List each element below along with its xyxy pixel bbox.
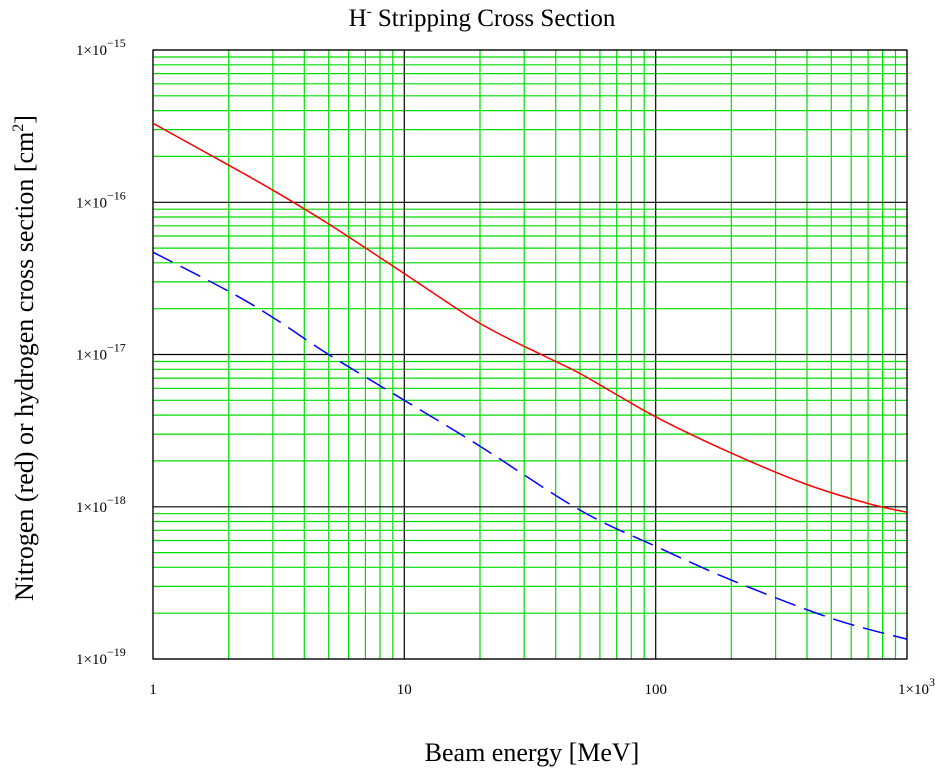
series-line-hydrogen	[152, 251, 908, 640]
y-axis-label: Nitrogen (red) or hydrogen cross section…	[10, 115, 39, 601]
y-tick-label: 1×10−16	[76, 188, 126, 211]
y-tick-label: 1×10−17	[76, 341, 126, 364]
plot-area: 1 10 100 1×103 1×10−19 1×10−18 1×10−17 1×10−16 1…	[76, 36, 935, 698]
x-tick-label: 10	[397, 682, 412, 698]
chart-title: H- Stripping Cross Section	[349, 4, 616, 32]
x-tick-label: 1×103	[898, 675, 935, 698]
y-tick-label: 1×10−15	[76, 36, 126, 59]
x-tick-label: 1	[149, 682, 157, 698]
y-tick-label: 1×10−19	[76, 645, 126, 668]
y-tick-label: 1×10−18	[76, 493, 126, 516]
plot-frame	[152, 49, 908, 660]
series-line-nitrogen	[152, 122, 908, 514]
x-axis-label: Beam energy [MeV]	[425, 738, 640, 767]
x-tick-label: 100	[644, 682, 667, 698]
